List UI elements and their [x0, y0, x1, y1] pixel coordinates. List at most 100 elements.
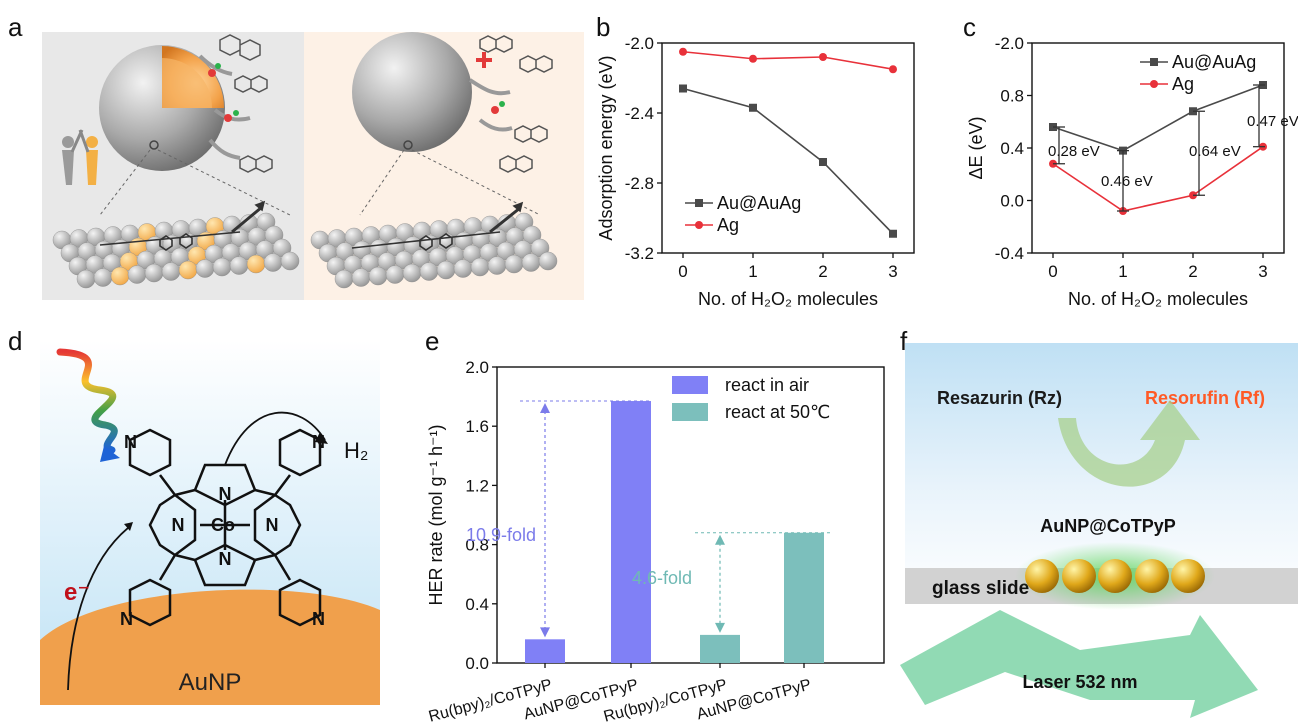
surface-atom — [93, 268, 113, 287]
x-tick-label: 2 — [1188, 262, 1197, 281]
plot-frame — [661, 42, 915, 254]
arrowhead-icon — [540, 403, 550, 414]
electron-label: e⁻ — [64, 579, 90, 606]
series-line — [1052, 84, 1264, 152]
data-point-square — [749, 103, 757, 112]
x-axis-label: No. of H₂O₂ molecules — [1068, 289, 1248, 309]
surface-atom — [453, 259, 473, 278]
y-tick-label: 2.0 — [465, 358, 489, 377]
panel-d-illustration: AuNP Co N N N N N N N N — [40, 340, 380, 705]
surface-atom — [76, 269, 96, 289]
delta-annotation: 0.28 eV — [1048, 143, 1100, 160]
y-tick-label: 0.8 — [1000, 87, 1024, 106]
data-point-circle — [679, 47, 687, 56]
legend-label: react at 50℃ — [725, 402, 830, 422]
nitrogen-label: N — [172, 515, 185, 535]
resazurin-label: Resazurin (Rz) — [937, 388, 1062, 408]
gold-atom — [246, 254, 266, 274]
oxygen-atom — [491, 106, 499, 114]
legend-label: Au@AuAg — [717, 193, 801, 213]
bar — [784, 532, 824, 663]
arrowhead-icon — [715, 622, 725, 633]
panel-letter-a: a — [8, 12, 23, 42]
legend-marker — [695, 199, 703, 207]
nitrogen-label: N — [120, 609, 133, 629]
nanoparticle-row — [1025, 559, 1205, 593]
legend-marker — [1150, 80, 1158, 88]
nitrogen-label: N — [312, 609, 325, 629]
core-shell-sphere — [99, 45, 225, 171]
delta-annotation: 0.47 eV — [1247, 113, 1298, 130]
series-line — [682, 87, 894, 235]
oxygen-atom — [224, 114, 232, 122]
y-tick-label: 0.0 — [1000, 192, 1024, 211]
surface-atom — [263, 253, 283, 272]
surface-atom — [436, 260, 456, 280]
surface-atom — [144, 263, 164, 283]
data-point-square — [679, 84, 687, 93]
fold-label: 10.9-fold — [466, 525, 536, 545]
chart-e-her-rate: 0.0 0.4 0.8 1.2 1.6 2.0 HER rate (mol g⁻¹ h⁻¹)… — [426, 358, 885, 726]
y-axis-label: Adsorption energy (eV) — [596, 55, 616, 240]
series-line — [1052, 146, 1264, 212]
gold-nanoparticle — [1062, 559, 1096, 593]
y-tick-label: -0.4 — [995, 244, 1024, 263]
x-tick-label: 2 — [818, 262, 827, 281]
surface-atom — [521, 253, 541, 272]
legend-label: Au@AuAg — [1172, 52, 1256, 72]
panel-letter-c: c — [963, 12, 976, 42]
panel-letter-d: d — [8, 326, 22, 356]
data-point-square — [889, 229, 897, 238]
x-tick-label: 0 — [1048, 262, 1057, 281]
alloy-sphere — [352, 32, 472, 152]
legend-marker — [1150, 58, 1158, 66]
electron-arrow — [67, 527, 129, 691]
surface-atom — [195, 259, 215, 278]
surface-atom — [351, 268, 371, 287]
glass-slide-label: glass slide — [932, 578, 1029, 599]
bar — [525, 639, 565, 663]
surface-atom — [385, 265, 405, 284]
surface-atom — [127, 265, 147, 284]
panel-letter-e: e — [425, 326, 439, 356]
panel-letter-f: f — [900, 326, 908, 356]
panel-a-illustration — [42, 32, 584, 300]
hydrogen-atom — [233, 110, 239, 116]
legend-label: react in air — [725, 375, 809, 395]
surface-atom — [487, 256, 507, 275]
data-point-circle — [749, 54, 757, 63]
fold-label: 4.6-fold — [632, 568, 692, 588]
surface-atom — [161, 262, 181, 281]
y-tick-label: 1.6 — [465, 417, 489, 436]
hydrogen-atom — [215, 63, 221, 69]
gold-nanoparticle — [1025, 559, 1059, 593]
adsorbed-molecule-left — [99, 200, 266, 251]
y-tick-label: -2.0 — [995, 34, 1024, 53]
arrowhead-icon — [540, 627, 550, 638]
aunp-label: AuNP — [179, 669, 242, 696]
arrowhead-icon — [715, 534, 725, 545]
y-tick-label: 0.8 — [465, 536, 489, 555]
surface-atom — [368, 266, 388, 286]
chart-c-delta-e: -2.0 0.8 0.4 0.0 -0.4 0 1 2 3 No. of H₂O₂ molecul… — [966, 34, 1298, 309]
x-axis-label: No. of H₂O₂ molecules — [698, 289, 878, 309]
aunp-surface — [40, 589, 380, 705]
y-axis-label: HER rate (mol g⁻¹ h⁻¹) — [426, 424, 446, 605]
y-tick-label: -3.2 — [625, 244, 654, 263]
surface-atom — [538, 251, 558, 271]
electron-transfer-arrow — [224, 411, 326, 466]
gold-atom — [178, 260, 198, 280]
y-tick-label: -2.8 — [625, 174, 654, 193]
series-line — [682, 50, 894, 71]
y-tick-label: 1.2 — [465, 476, 489, 495]
x-tick-label: 0 — [678, 262, 687, 281]
bar — [611, 401, 651, 663]
gold-nanoparticle — [1171, 559, 1205, 593]
hydrogen-atom — [499, 101, 505, 107]
surface-atom — [334, 269, 354, 289]
legend-swatch — [672, 376, 708, 394]
light-wave-icon — [56, 348, 118, 454]
delta-annotation: 0.46 eV — [1101, 173, 1153, 190]
surface-atom — [470, 257, 490, 277]
